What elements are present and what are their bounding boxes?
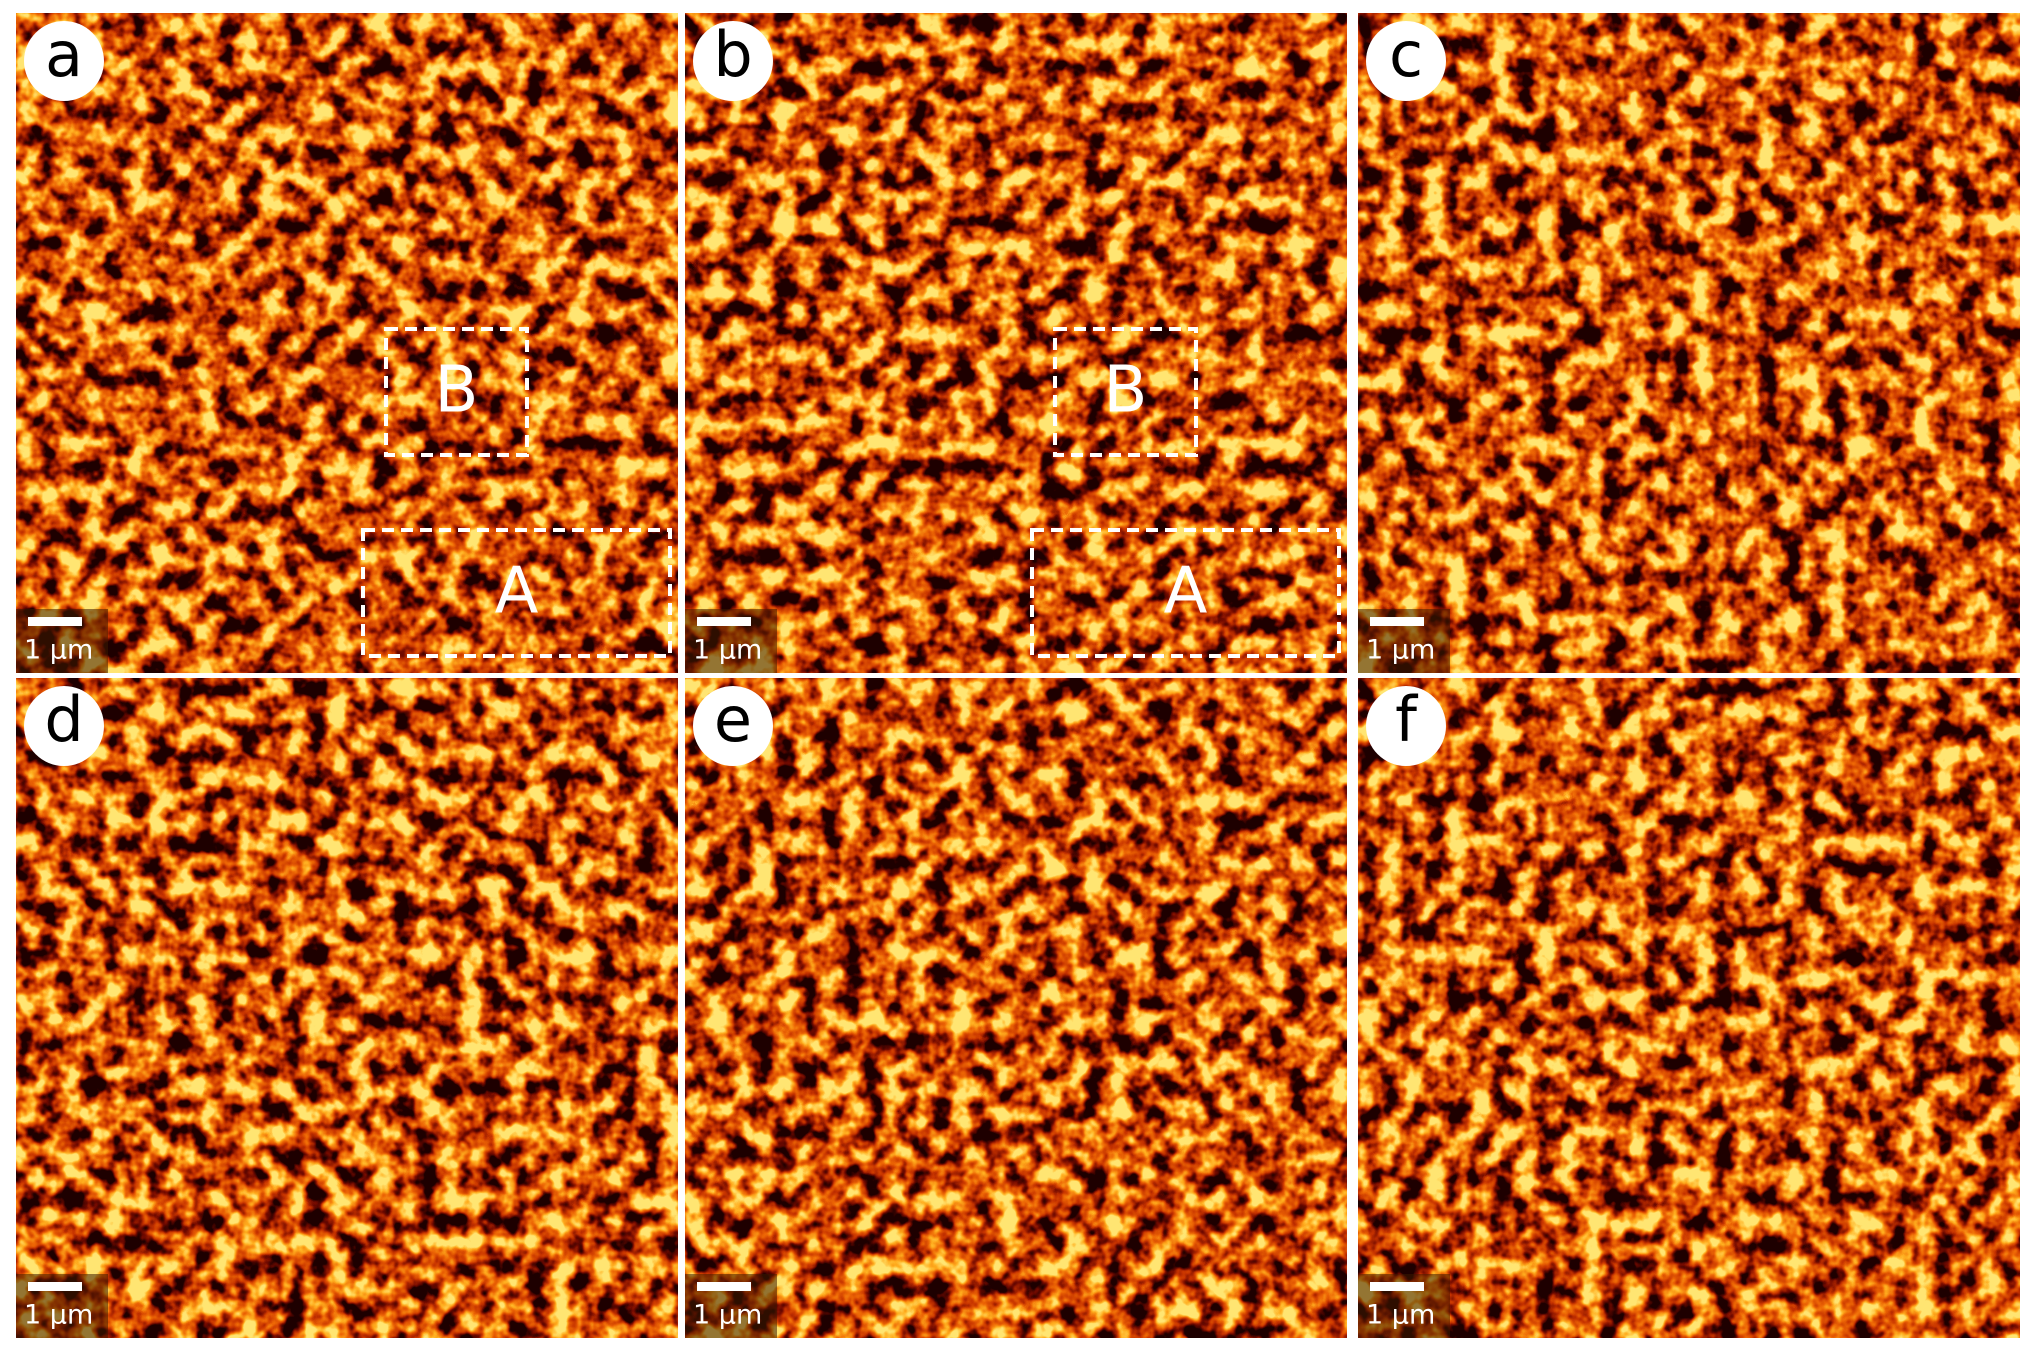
scale-bar: [1370, 1282, 1424, 1291]
panel: d 1 μm: [16, 678, 678, 1338]
heat-map: [685, 678, 1347, 1338]
scale-bar-label: 1 μm: [693, 635, 762, 666]
panel-label: f: [1395, 683, 1419, 756]
panel: e 1 μm: [685, 678, 1347, 1338]
region-label: B: [1104, 354, 1148, 428]
region-label: A: [495, 555, 539, 629]
panel: f 1 μm: [1358, 678, 2020, 1338]
panel-label: d: [44, 683, 83, 756]
label-circle: [24, 686, 104, 766]
label-circle: [1366, 686, 1446, 766]
heat-map: [16, 13, 678, 673]
scale-bar: [28, 617, 82, 626]
scale-bar-label: 1 μm: [1366, 1300, 1435, 1331]
panel-label: b: [713, 18, 752, 91]
panel: a 1 μm B A: [16, 13, 678, 673]
region-box: [361, 528, 672, 658]
region-label: B: [435, 354, 479, 428]
scale-bar-label: 1 μm: [24, 1300, 93, 1331]
region-label: A: [1164, 555, 1208, 629]
panel-label: e: [714, 683, 752, 756]
label-circle: [1366, 21, 1446, 101]
heat-map: [1358, 678, 2020, 1338]
label-circle: [693, 686, 773, 766]
scale-bar: [28, 1282, 82, 1291]
panel: c 1 μm: [1358, 13, 2020, 673]
heat-map: [685, 13, 1347, 673]
region-box: [1030, 528, 1341, 658]
heat-map: [16, 678, 678, 1338]
scale-bar: [1370, 617, 1424, 626]
heat-map: [1358, 13, 2020, 673]
scale-bar: [697, 617, 751, 626]
panel-label: a: [45, 18, 83, 91]
panel: b 1 μm B A: [685, 13, 1347, 673]
scale-bar-label: 1 μm: [24, 635, 93, 666]
scale-bar-label: 1 μm: [1366, 635, 1435, 666]
scale-bar-label: 1 μm: [693, 1300, 762, 1331]
label-circle: [693, 21, 773, 101]
panel-label: c: [1389, 18, 1423, 91]
scale-bar: [697, 1282, 751, 1291]
label-circle: [24, 21, 104, 101]
